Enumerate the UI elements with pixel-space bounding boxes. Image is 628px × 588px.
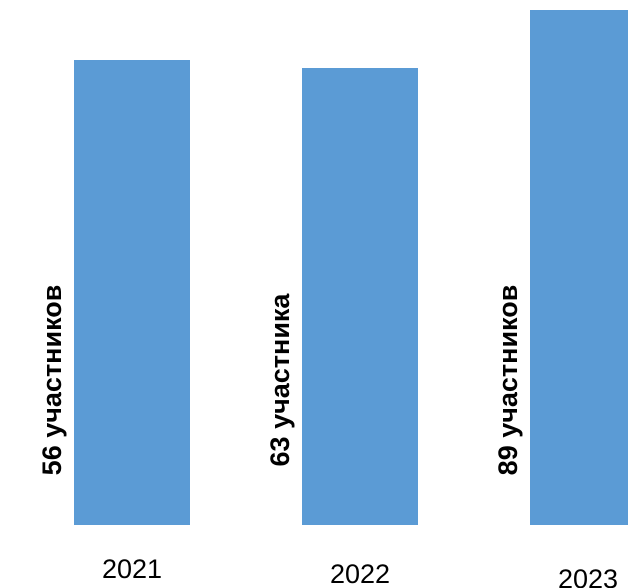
x-tick-label-2023: 2023 — [558, 564, 618, 588]
bar-2023 — [530, 10, 628, 525]
data-label-2021: 56 участников — [37, 285, 67, 476]
data-label-2022: 63 участника — [265, 293, 295, 467]
data-label-2023: 89 участников — [493, 285, 523, 476]
x-tick-label-2022: 2022 — [330, 559, 390, 588]
bar-2021 — [74, 60, 190, 525]
x-tick-label-2021: 2021 — [102, 554, 162, 584]
bar-2022 — [302, 68, 418, 525]
